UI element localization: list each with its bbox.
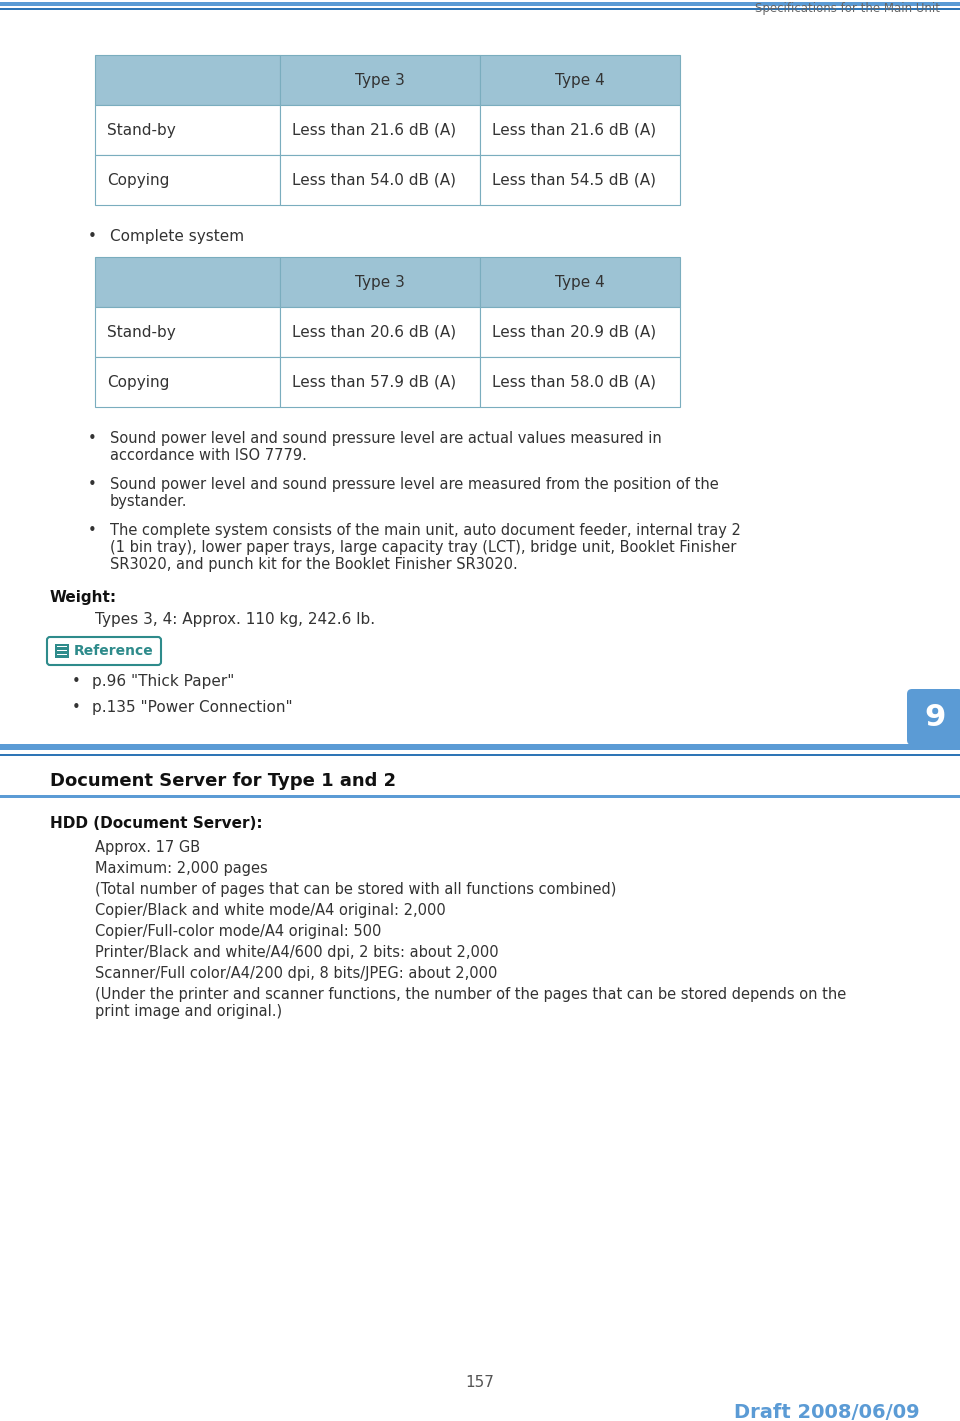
Bar (95, 105, 280, 155)
Bar (95, 357, 280, 406)
Text: Specifications for the Main Unit: Specifications for the Main Unit (755, 1, 940, 16)
Bar (95, 55, 280, 105)
Text: •: • (72, 674, 81, 689)
Text: Printer/Black and white/A4/600 dpi, 2 bits: about 2,000: Printer/Black and white/A4/600 dpi, 2 bi… (95, 945, 498, 961)
Text: print image and original.): print image and original.) (95, 1005, 282, 1019)
Bar (480, 307, 680, 357)
Text: 157: 157 (466, 1376, 494, 1390)
Bar (55, 644, 69, 658)
Text: Scanner/Full color/A4/200 dpi, 8 bits/JPEG: about 2,000: Scanner/Full color/A4/200 dpi, 8 bits/JP… (95, 966, 497, 980)
Bar (57, 654, 67, 655)
Bar (480, 105, 680, 155)
Text: Copying: Copying (107, 375, 169, 389)
Text: accordance with ISO 7779.: accordance with ISO 7779. (110, 448, 307, 463)
Text: Less than 58.0 dB (A): Less than 58.0 dB (A) (492, 375, 656, 389)
Text: Type 4: Type 4 (555, 72, 605, 88)
Bar (280, 55, 480, 105)
Bar (95, 257, 280, 307)
Bar (480, 55, 680, 105)
Text: Document Server for Type 1 and 2: Document Server for Type 1 and 2 (50, 772, 396, 790)
Bar (0, 9, 960, 10)
Bar (480, 257, 680, 307)
Text: Draft 2008/06/09: Draft 2008/06/09 (734, 1403, 920, 1421)
FancyBboxPatch shape (47, 637, 161, 665)
Text: (1 bin tray), lower paper trays, large capacity tray (LCT), bridge unit, Booklet: (1 bin tray), lower paper trays, large c… (110, 540, 736, 556)
Bar (280, 357, 480, 406)
Text: •: • (88, 523, 97, 539)
Text: Reference: Reference (74, 644, 154, 658)
Text: Weight:: Weight: (50, 590, 117, 605)
Text: Copier/Full-color mode/A4 original: 500: Copier/Full-color mode/A4 original: 500 (95, 924, 381, 939)
Text: Less than 21.6 dB (A): Less than 21.6 dB (A) (492, 122, 656, 138)
Text: Less than 54.0 dB (A): Less than 54.0 dB (A) (292, 172, 456, 188)
Text: Less than 57.9 dB (A): Less than 57.9 dB (A) (292, 375, 456, 389)
Text: Approx. 17 GB: Approx. 17 GB (95, 840, 200, 855)
Text: Less than 21.6 dB (A): Less than 21.6 dB (A) (292, 122, 456, 138)
Bar (57, 649, 67, 651)
Text: Stand-by: Stand-by (107, 122, 176, 138)
Bar (280, 155, 480, 205)
FancyBboxPatch shape (907, 689, 960, 745)
Text: Type 3: Type 3 (355, 274, 405, 290)
Text: (Under the printer and scanner functions, the number of the pages that can be st: (Under the printer and scanner functions… (95, 988, 847, 1002)
Text: •: • (72, 701, 81, 715)
Text: Maximum: 2,000 pages: Maximum: 2,000 pages (95, 861, 268, 875)
Text: p.135 "Power Connection": p.135 "Power Connection" (92, 701, 293, 715)
Text: Less than 20.9 dB (A): Less than 20.9 dB (A) (492, 324, 656, 340)
Bar (480, 357, 680, 406)
Text: Types 3, 4: Approx. 110 kg, 242.6 lb.: Types 3, 4: Approx. 110 kg, 242.6 lb. (95, 612, 375, 627)
Bar (0, 794, 960, 799)
Bar (0, 755, 960, 756)
Bar (95, 155, 280, 205)
Text: Complete system: Complete system (110, 229, 244, 244)
Text: •: • (88, 431, 97, 446)
Bar (57, 645, 67, 647)
Text: •: • (88, 477, 97, 492)
Text: 9: 9 (924, 702, 946, 732)
Bar (280, 307, 480, 357)
Text: Less than 20.6 dB (A): Less than 20.6 dB (A) (292, 324, 456, 340)
Text: Less than 54.5 dB (A): Less than 54.5 dB (A) (492, 172, 656, 188)
Text: Type 3: Type 3 (355, 72, 405, 88)
Text: (Total number of pages that can be stored with all functions combined): (Total number of pages that can be store… (95, 882, 616, 897)
Text: The complete system consists of the main unit, auto document feeder, internal tr: The complete system consists of the main… (110, 523, 741, 539)
Text: Type 4: Type 4 (555, 274, 605, 290)
Text: Sound power level and sound pressure level are actual values measured in: Sound power level and sound pressure lev… (110, 431, 661, 446)
Bar (0, 1, 960, 6)
Text: bystander.: bystander. (110, 495, 187, 509)
Text: Sound power level and sound pressure level are measured from the position of the: Sound power level and sound pressure lev… (110, 477, 719, 492)
Text: HDD (Document Server):: HDD (Document Server): (50, 816, 263, 831)
Bar (0, 745, 960, 750)
Text: SR3020, and punch kit for the Booklet Finisher SR3020.: SR3020, and punch kit for the Booklet Fi… (110, 557, 517, 573)
Text: Stand-by: Stand-by (107, 324, 176, 340)
Text: •: • (88, 229, 97, 244)
Bar (480, 155, 680, 205)
Bar (95, 307, 280, 357)
Text: p.96 "Thick Paper": p.96 "Thick Paper" (92, 674, 234, 689)
Text: Copying: Copying (107, 172, 169, 188)
Bar (280, 257, 480, 307)
Text: Copier/Black and white mode/A4 original: 2,000: Copier/Black and white mode/A4 original:… (95, 902, 445, 918)
Bar (280, 105, 480, 155)
